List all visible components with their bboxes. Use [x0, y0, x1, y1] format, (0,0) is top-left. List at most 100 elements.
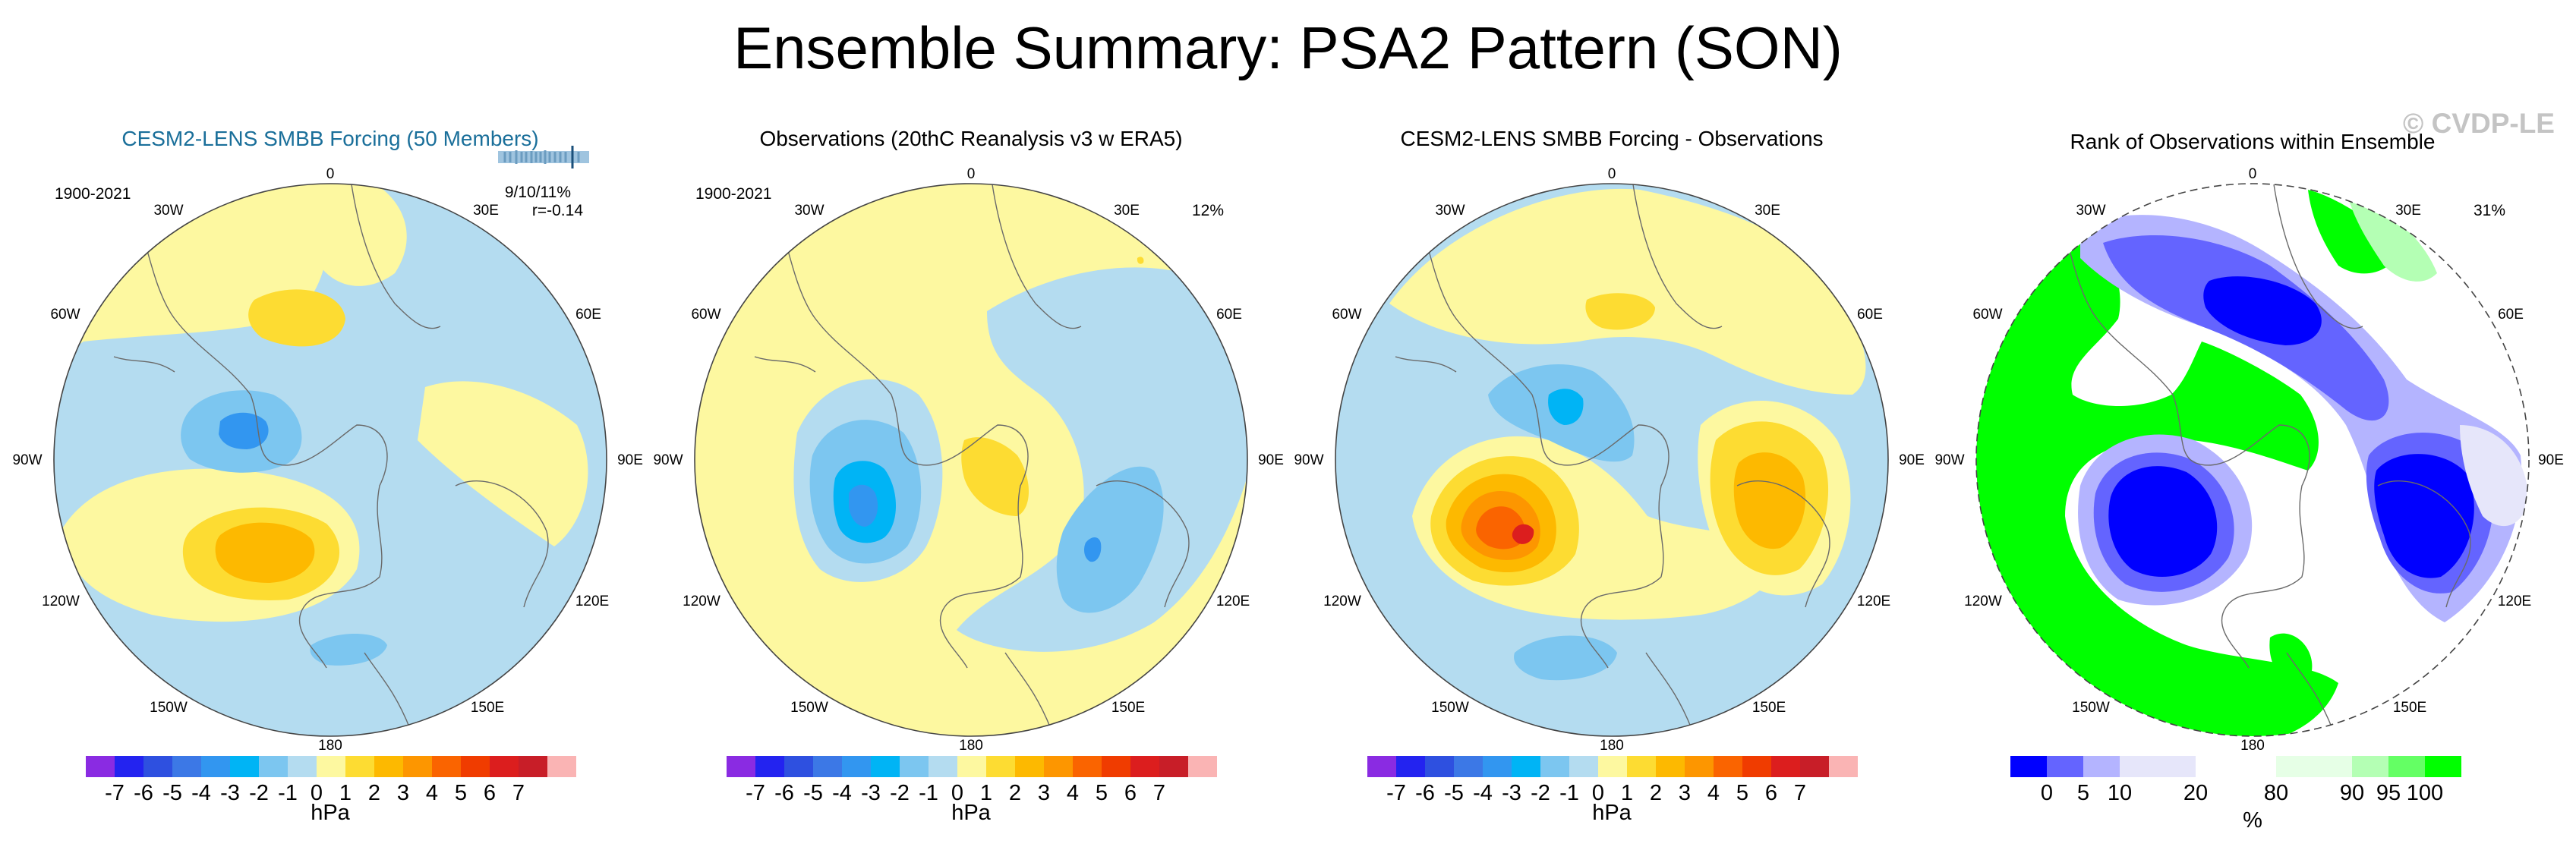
colorbar-swatch	[842, 756, 871, 777]
lon-label: 90W	[1934, 452, 1964, 468]
contour-positive-region	[961, 437, 1029, 516]
map-boundary	[53, 183, 607, 737]
lon-label: 30W	[1435, 203, 1465, 219]
lon-label: 120E	[1216, 594, 1250, 609]
colorbar-swatch	[317, 756, 345, 777]
panel-observations: Observations (20thC Reanalysis v3 w ERA5…	[653, 127, 1283, 825]
colorbar-swatch	[1742, 756, 1771, 777]
lon-label: 120W	[42, 594, 80, 609]
lon-label: 90W	[653, 452, 683, 468]
colorbar-units: hPa	[311, 801, 350, 825]
colorbar-swatch	[2352, 756, 2388, 777]
lon-label: 60W	[50, 307, 80, 323]
map-boundary	[694, 183, 1248, 737]
colorbar-tick-label: -7	[746, 781, 765, 805]
lon-label: 120E	[2498, 594, 2531, 609]
lon-label: 30E	[2395, 203, 2421, 219]
colorbar-tick-label: -6	[774, 781, 794, 805]
longitude-labels: 0 30E 60E 90E 120E 150E 180 150W 120W 90…	[12, 166, 642, 754]
contour-positive-region	[311, 184, 407, 286]
colorbar-tick-label: -6	[1415, 781, 1435, 805]
stats-label: 31%	[2474, 202, 2505, 219]
coastlines	[1395, 184, 1830, 729]
contour-positive-region	[215, 522, 315, 583]
colorbar-swatch	[2010, 756, 2047, 777]
colorbar-swatch	[2196, 756, 2276, 777]
colorbar-swatch	[201, 756, 230, 777]
colorbar-swatch	[86, 756, 115, 777]
colorbar: -7 -6 -5 -4 -3 -2 -1 0 1 2 3 4 5 6 7	[86, 756, 576, 805]
colorbar-tick-label: 100	[2407, 781, 2443, 805]
lon-label: 150E	[1752, 700, 1786, 716]
colorbar-swatch	[2388, 756, 2425, 777]
colorbar-swatch	[1598, 756, 1627, 777]
rank-midhigh-region	[2346, 190, 2437, 282]
contour-positive-region	[1389, 188, 1866, 395]
colorbar-tick-label: 5	[1736, 781, 1748, 805]
coastlines	[754, 184, 1190, 729]
colorbar-tick-label: 90	[2340, 781, 2364, 805]
colorbar-swatch	[547, 756, 576, 777]
lon-label: 90W	[12, 452, 42, 468]
colorbar-swatch	[1483, 756, 1512, 777]
colorbar-swatch	[755, 756, 784, 777]
colorbar-tick-label: 20	[2183, 781, 2208, 805]
contour-negative-region	[219, 412, 269, 449]
colorbar-swatch	[1159, 756, 1188, 777]
colorbar-swatch	[490, 756, 519, 777]
panel-title: CESM2-LENS SMBB Forcing - Observations	[1400, 127, 1823, 150]
lon-label: 60W	[1332, 307, 1361, 323]
panel-rank: Rank of Observations within Ensemble 31%	[1934, 130, 2563, 833]
lon-label: 180	[959, 738, 983, 754]
colorbar-tick-label: 0	[951, 781, 963, 805]
lon-label: 0	[967, 166, 976, 182]
lon-label: 60W	[691, 307, 720, 323]
lon-label: 120W	[683, 594, 720, 609]
lon-label: 30E	[1755, 203, 1780, 219]
colorbar-swatch	[1188, 756, 1217, 777]
colorbar-swatch	[115, 756, 143, 777]
colorbar-tick-label: -5	[162, 781, 182, 805]
colorbar-swatch	[727, 756, 755, 777]
colorbar-tick-label: -2	[249, 781, 269, 805]
colorbar-tick-label: -5	[803, 781, 823, 805]
contour-positive-region	[1476, 506, 1525, 549]
colorbar-tick-label: -2	[890, 781, 910, 805]
colorbar-swatch	[2425, 756, 2461, 777]
colorbar-swatch	[1396, 756, 1425, 777]
colorbar-tick-label: -1	[1559, 781, 1579, 805]
colorbar: -7 -6 -5 -4 -3 -2 -1 0 1 2 3 4 5 6 7	[1367, 756, 1858, 805]
colorbar-swatch	[929, 756, 957, 777]
map-boundary	[1975, 183, 2530, 737]
colorbar-swatch	[1685, 756, 1714, 777]
panel-ensemble-mean: CESM2-LENS SMBB Forcing (50 Members) 190…	[12, 127, 642, 825]
colorbar-tick-label: 4	[1067, 781, 1079, 805]
colorbar-tick-label: 5	[1096, 781, 1108, 805]
colorbar-tick-label: 7	[512, 781, 525, 805]
colorbar-swatch	[986, 756, 1015, 777]
colorbar-units: %	[2243, 808, 2262, 833]
colorbar-swatch	[1015, 756, 1044, 777]
colorbar-tick-label: 0	[2041, 781, 2053, 805]
colorbar-units: hPa	[951, 801, 991, 825]
lon-label: 30E	[1114, 203, 1140, 219]
lon-label: 90E	[1899, 452, 1925, 468]
contour-positive-region	[1733, 452, 1806, 549]
panel-difference: CESM2-LENS SMBB Forcing - Observations	[1294, 127, 1924, 825]
rank-midlow-region	[2460, 425, 2528, 527]
colorbar-swatch	[900, 756, 929, 777]
colorbar-tick-label: 0	[1592, 781, 1604, 805]
contour-negative-region	[1514, 635, 1617, 681]
lon-label: 150W	[1431, 700, 1469, 716]
lon-label: 90E	[2538, 452, 2564, 468]
lon-label: 150W	[790, 700, 828, 716]
lon-label: 30W	[794, 203, 824, 219]
colorbar-tick-label: 2	[368, 781, 380, 805]
coastlines	[2051, 184, 2471, 729]
contour-positive-region	[1512, 524, 1534, 544]
panel-title: Observations (20thC Reanalysis v3 w ERA5…	[759, 127, 1182, 150]
colorbar-tick-label: 3	[1038, 781, 1050, 805]
colorbar-tick-label: 80	[2264, 781, 2288, 805]
panel-title: Rank of Observations within Ensemble	[2070, 130, 2436, 153]
colorbar-swatch	[1771, 756, 1800, 777]
